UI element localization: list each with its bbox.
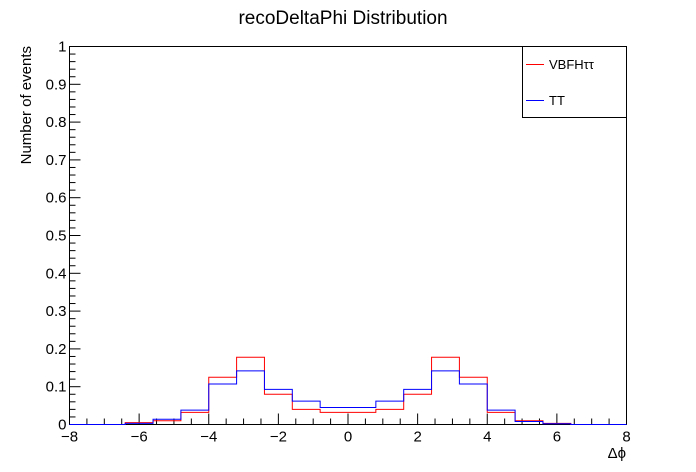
y-tick-label: 0.2: [46, 341, 67, 358]
y-tick-label: 0.5: [46, 228, 67, 245]
legend-box: [522, 46, 627, 118]
x-axis: −8 −6 −4 −2 0 2 4 6 8: [61, 413, 631, 446]
y-tick-label: 0.9: [46, 76, 67, 93]
legend: VBFHττ TT: [522, 46, 627, 118]
y-tick-label: 0.3: [46, 303, 67, 320]
x-tick-label: 6: [553, 429, 561, 446]
y-tick-label: 1: [58, 39, 66, 56]
series-line-tt: [69, 370, 627, 425]
y-axis: 0 0.1 0.2 0.3 0.4 0.5 0.6 0.7 0.8 0.9 1: [46, 39, 81, 434]
y-tick-label: 0.4: [46, 265, 67, 282]
series-layer: [69, 356, 627, 425]
x-tick-label: −6: [131, 429, 148, 446]
y-tick-label: 0.1: [46, 379, 67, 396]
y-tick-label: 0: [58, 417, 66, 434]
legend-label-tt: TT: [549, 93, 565, 108]
x-tick-label: −8: [61, 429, 78, 446]
x-tick-label: 2: [413, 429, 421, 446]
y-tick-label: 0.8: [46, 114, 67, 131]
chart-title: recoDeltaPhi Distribution: [238, 8, 447, 29]
legend-label-vbfh: VBFHττ: [549, 57, 595, 72]
x-axis-label: Δϕ: [608, 445, 626, 462]
x-tick-label: 8: [622, 429, 630, 446]
x-tick-label: 0: [344, 429, 352, 446]
y-tick-label: 0.6: [46, 190, 67, 207]
x-tick-label: −2: [270, 429, 287, 446]
x-tick-label: 4: [483, 429, 491, 446]
x-tick-label: −4: [200, 429, 217, 446]
y-axis-label: Number of events: [18, 46, 35, 164]
y-tick-label: 0.7: [46, 152, 67, 169]
